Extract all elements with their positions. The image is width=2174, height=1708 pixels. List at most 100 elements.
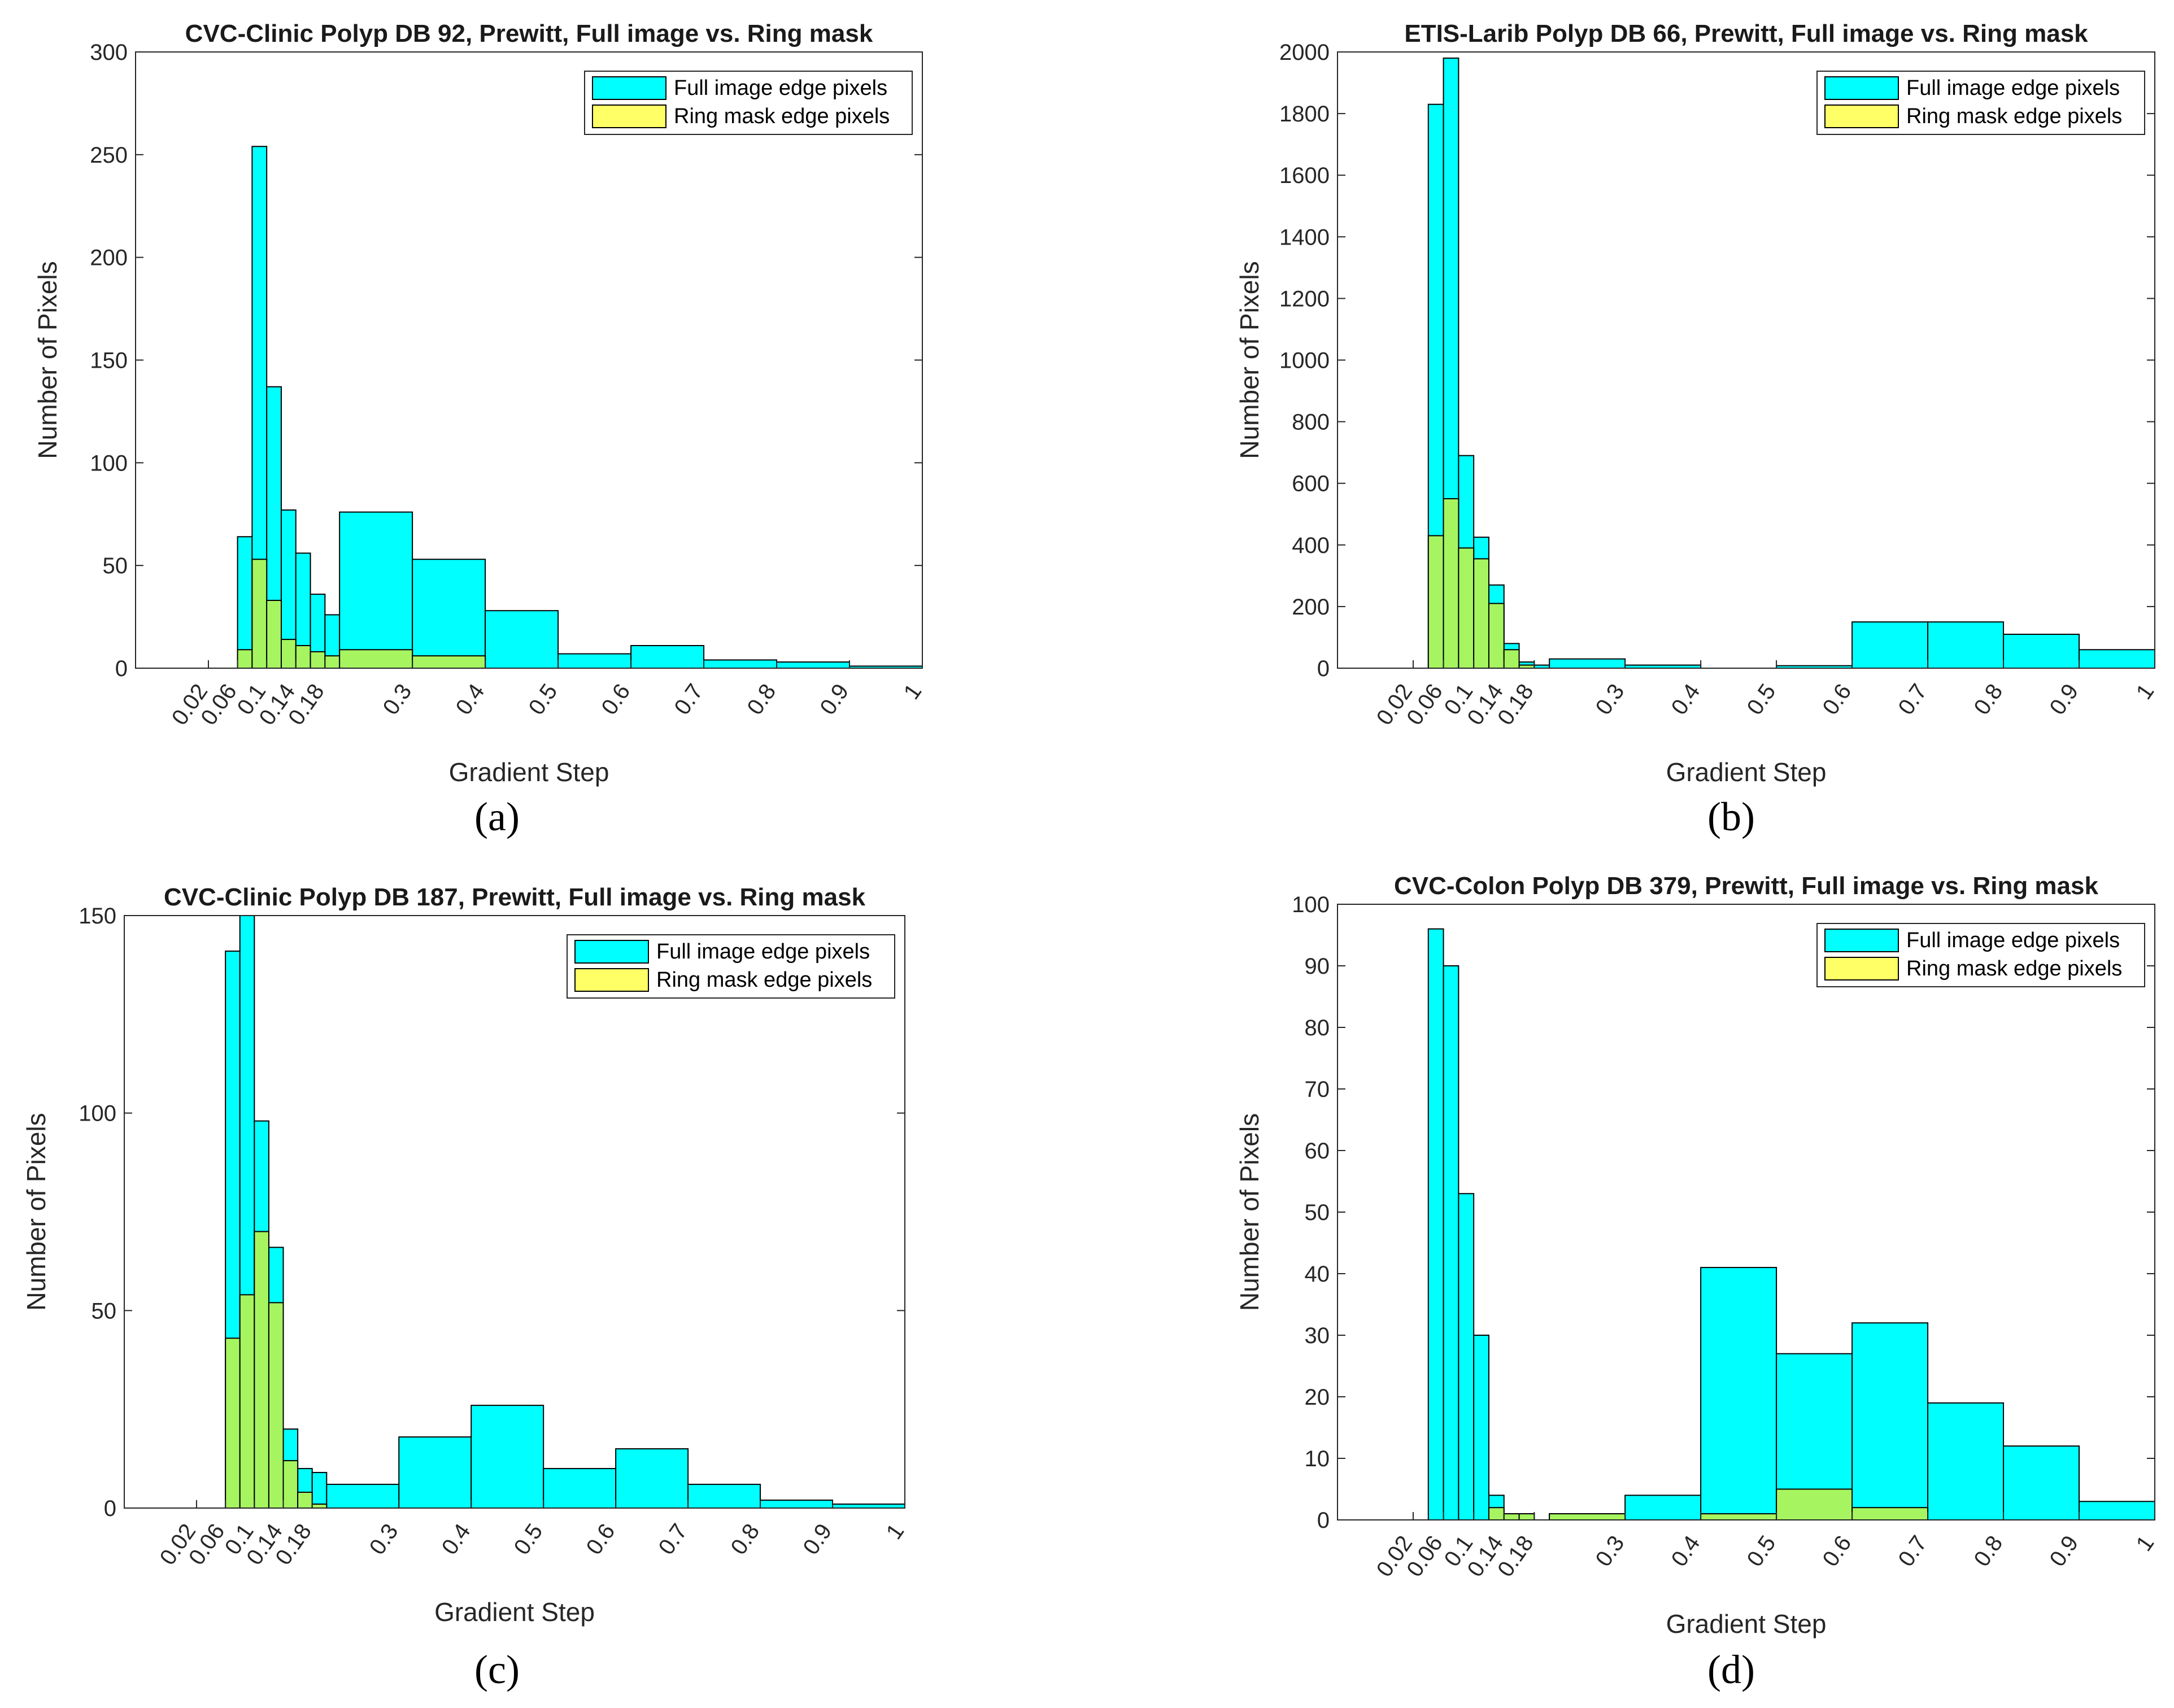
x-tick-label: 0.4 (1667, 679, 1705, 720)
full-image-bar (237, 536, 253, 669)
ring-mask-bar (295, 644, 311, 669)
full-image-bar (543, 1468, 617, 1509)
y-tick-label: 50 (1305, 1200, 1330, 1225)
y-axis-label: Number of Pixels (1235, 261, 1264, 459)
full-image-bar (485, 610, 559, 669)
y-tick-label: 50 (103, 554, 128, 578)
full-image-bar (311, 1472, 328, 1509)
panel-letter: (d) (1707, 1647, 1755, 1692)
x-tick-label: 0.8 (742, 679, 781, 720)
x-tick-label: 0.4 (437, 1519, 476, 1559)
y-tick-label: 70 (1305, 1077, 1330, 1102)
ring-mask-bar (297, 1492, 313, 1509)
y-tick-label: 100 (1292, 892, 1330, 917)
full-image-bar (470, 1405, 544, 1509)
chart-title: CVC-Clinic Polyp DB 187, Prewitt, Full i… (164, 883, 866, 911)
x-tick-label: 1 (882, 1519, 909, 1544)
full-image-bar (1927, 1402, 2005, 1520)
full-image-bar (557, 653, 632, 669)
y-tick-label: 400 (1292, 533, 1330, 558)
x-tick-label: 0.6 (582, 1519, 620, 1559)
x-tick-label: 0.5 (524, 679, 563, 720)
chart-title: ETIS-Larib Polyp DB 66, Prewitt, Full im… (1404, 20, 2088, 47)
x-axis-label: Gradient Step (434, 1597, 595, 1627)
ring-mask-bar (225, 1337, 241, 1509)
ring-mask-bar (251, 559, 268, 669)
x-tick-label: 1 (899, 679, 927, 704)
legend-label: Ring mask edge pixels (1906, 957, 2122, 981)
ring-mask-bar (1458, 547, 1475, 669)
y-tick-label: 1800 (1279, 102, 1330, 127)
full-image-bar (687, 1484, 761, 1509)
legend-label: Ring mask edge pixels (674, 104, 890, 128)
x-tick-label: 0.9 (2045, 679, 2083, 720)
y-tick-label: 0 (1317, 656, 1330, 681)
x-tick-label: 0.8 (1969, 1531, 2007, 1571)
ring-mask-bar (268, 1302, 284, 1509)
legend-swatch-ring-mask (1824, 957, 1899, 981)
ring-mask-bar (237, 649, 253, 669)
x-tick-label: 1 (2132, 679, 2159, 704)
x-tick-label: 0.5 (1742, 1531, 1781, 1571)
chart-title: CVC-Colon Polyp DB 379, Prewitt, Full im… (1394, 872, 2098, 900)
panel-letter: (b) (1707, 794, 1755, 839)
ring-mask-bar (412, 655, 486, 669)
full-image-bar (1549, 658, 1626, 669)
panel-letter: (c) (474, 1647, 520, 1692)
legend-label: Full image edge pixels (656, 940, 870, 964)
legend-label: Ring mask edge pixels (656, 968, 872, 992)
x-tick-label: 0.6 (1818, 679, 1857, 720)
y-tick-label: 50 (92, 1299, 117, 1323)
y-tick-label: 1400 (1279, 225, 1330, 250)
ring-mask-bar (239, 1294, 255, 1509)
x-tick-label: 0.5 (1742, 679, 1781, 720)
full-image-bar (398, 1436, 472, 1509)
y-tick-label: 90 (1305, 954, 1330, 979)
legend-swatch-ring-mask (592, 104, 666, 128)
x-axis-label: Gradient Step (449, 757, 609, 787)
legend-label: Ring mask edge pixels (1906, 104, 2122, 128)
full-image-bar (615, 1448, 689, 1509)
legend-swatch-full-image (574, 940, 649, 964)
legend-label: Full image edge pixels (1906, 76, 2120, 100)
chart-panel: 01020304050607080901000.020.060.10.140.1… (1235, 872, 2159, 1692)
x-tick-label: 0.8 (1969, 679, 2007, 720)
full-image-bar (2003, 1445, 2080, 1520)
y-tick-label: 150 (90, 348, 128, 373)
y-tick-label: 200 (90, 246, 128, 271)
y-axis-label: Number of Pixels (21, 1113, 51, 1310)
x-tick-label: 0.6 (1818, 1531, 1857, 1571)
ring-mask-bar (1776, 1488, 1853, 1520)
x-tick-label: 0.9 (798, 1519, 837, 1559)
full-image-bar (760, 1500, 834, 1509)
full-image-bar (1851, 1322, 1929, 1520)
ring-mask-bar (1503, 649, 1520, 669)
full-image-bar (326, 1484, 400, 1509)
y-tick-label: 0 (115, 656, 128, 681)
ring-mask-bar (282, 1460, 299, 1509)
x-tick-label: 0.3 (378, 679, 417, 720)
x-axis-label: Gradient Step (1666, 757, 1827, 787)
full-image-bar (1700, 1267, 1777, 1521)
x-tick-label: 0.6 (597, 679, 635, 720)
y-tick-label: 250 (90, 143, 128, 168)
full-image-bar (1624, 1494, 1702, 1520)
ring-mask-bar (280, 639, 297, 669)
x-tick-label: 0.3 (1591, 679, 1630, 720)
y-axis-label: Number of Pixels (33, 261, 62, 459)
y-tick-label: 2000 (1279, 40, 1330, 65)
x-tick-label: 0.4 (451, 679, 490, 720)
ring-mask-bar (1700, 1513, 1777, 1521)
ring-mask-bar (310, 651, 326, 669)
y-tick-label: 200 (1292, 595, 1330, 620)
full-image-bar (1851, 621, 1929, 669)
x-tick-label: 0.3 (1591, 1531, 1630, 1571)
y-tick-label: 80 (1305, 1016, 1330, 1040)
ring-mask-bar (1443, 498, 1460, 669)
x-axis-label: Gradient Step (1666, 1609, 1827, 1639)
panel-letter: (a) (474, 794, 520, 839)
y-tick-label: 1000 (1279, 348, 1330, 373)
